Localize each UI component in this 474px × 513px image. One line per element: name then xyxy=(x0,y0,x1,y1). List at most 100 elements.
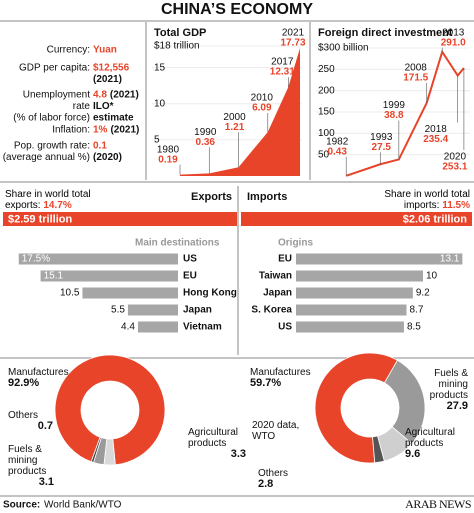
total: $2.06 trillion xyxy=(403,213,467,225)
value-label: 1.21 xyxy=(225,122,245,133)
value-label: 3.1 xyxy=(38,476,54,488)
bar xyxy=(296,304,407,316)
value-label: 4.4 xyxy=(121,322,135,333)
bar xyxy=(40,270,179,282)
value-label: 10.5 xyxy=(60,288,80,299)
category-label: Japan xyxy=(183,305,212,316)
y-tick-label: 50 xyxy=(318,149,330,160)
stat-note: ILO* xyxy=(93,101,114,112)
bar xyxy=(82,287,178,299)
source-label: Source: xyxy=(3,500,40,511)
stat-label: Unemployment xyxy=(23,90,90,101)
value-label: 15.1 xyxy=(44,271,64,282)
stat-value: 0.1 xyxy=(93,141,107,152)
share-value: 14.7% xyxy=(43,200,72,211)
value-label: 0.7 xyxy=(37,420,53,432)
donut-label: Others 2.8 xyxy=(258,468,303,490)
chart-title: Imports xyxy=(247,191,287,203)
year-label: 1999 xyxy=(383,100,406,111)
donut-label: Manufactures 59.7% xyxy=(250,367,330,389)
value-label: 0.36 xyxy=(196,137,216,148)
value-label: 235.4 xyxy=(423,134,448,145)
stat-value: Yuan xyxy=(93,45,117,56)
y-tick-label: 100 xyxy=(318,128,335,139)
value-label: 27.5 xyxy=(372,142,392,153)
category-label: Taiwan xyxy=(259,271,292,282)
stat-label: (average annual %) xyxy=(3,152,90,163)
subtitle: Main destinations xyxy=(135,238,220,249)
value-label: 8.7 xyxy=(409,305,423,316)
chart-title: Foreign direct investment xyxy=(318,27,453,39)
bar xyxy=(296,270,423,282)
subtitle: Origins xyxy=(278,238,313,249)
category-label: Hong Kong xyxy=(183,288,237,299)
category-label: Others xyxy=(8,410,39,421)
donut-slice xyxy=(314,352,398,464)
year-label: 1990 xyxy=(194,127,217,138)
value-label: 9.2 xyxy=(416,288,430,299)
value-label: 3.3 xyxy=(230,448,246,460)
year-label: 2000 xyxy=(223,112,246,123)
y-tick-label: $300 billion xyxy=(318,43,369,54)
category-label: Vietnam xyxy=(183,322,222,333)
y-tick-label: $18 trillion xyxy=(154,41,200,52)
value-label: 291.0 xyxy=(441,37,466,48)
donut-label: Agricultural products 3.3 xyxy=(188,427,246,460)
value-label: 5.5 xyxy=(111,305,125,316)
donut-label: Agricultural products 9.6 xyxy=(405,427,471,460)
stat-note: estimate xyxy=(93,113,134,124)
bar xyxy=(296,321,404,333)
value-label: 2.8 xyxy=(258,478,274,490)
category-label: Agricultural products xyxy=(405,427,456,449)
total-bar xyxy=(3,212,237,226)
stat-note: (2021) xyxy=(110,90,139,101)
donut-label: Fuels & mining products 27.9 xyxy=(408,368,468,412)
value-label: 17.73 xyxy=(280,38,305,49)
stat-note: (2021) xyxy=(110,125,139,136)
stat-label: GDP per capita: xyxy=(19,63,90,74)
y-tick-label: 200 xyxy=(318,85,335,96)
stat-value: $12,556 xyxy=(93,63,130,74)
stat-label: rate xyxy=(73,101,91,112)
category-label: Agricultural products xyxy=(188,427,239,449)
value-label: 12.31 xyxy=(270,67,295,78)
y-tick-label: 250 xyxy=(318,64,335,75)
year-label: 2021 xyxy=(282,28,305,39)
total-bar xyxy=(241,212,472,226)
donut-label: Others 0.7 xyxy=(8,410,53,432)
category-label: Fuels & mining products xyxy=(429,368,468,401)
gdp-area xyxy=(180,47,300,177)
stat-label: Currency: xyxy=(47,45,90,56)
main-title: CHINA’S ECONOMY xyxy=(161,1,313,18)
category-label: US xyxy=(183,254,197,265)
year-label: 2020 xyxy=(444,152,467,163)
category-label: S. Korea xyxy=(251,305,292,316)
year-label: 2013 xyxy=(442,27,465,38)
share: Share in world total imports: 11.5% xyxy=(370,189,470,211)
share-label: Share in world total exports: xyxy=(5,189,91,211)
bar xyxy=(127,304,178,316)
value-label: 92.9% xyxy=(8,377,40,389)
donut-slice xyxy=(54,354,166,466)
share-value: 11.5% xyxy=(442,200,470,211)
year-label: 2018 xyxy=(425,124,448,135)
value-label: 27.9 xyxy=(446,400,468,412)
share-label: Share in world total imports: xyxy=(384,189,470,211)
category-label: Fuels & mining products xyxy=(8,444,47,477)
bar xyxy=(18,253,178,265)
value-label: 9.6 xyxy=(405,448,421,460)
year-label: 2010 xyxy=(251,93,274,104)
stat-value: 4.8 xyxy=(93,90,107,101)
brand: ARAB NEWS xyxy=(405,497,471,511)
year-label: 2008 xyxy=(405,62,428,73)
total: $2.59 trillion xyxy=(8,213,72,225)
stat-label: (% of labor force) xyxy=(13,113,90,124)
y-tick-label: 5 xyxy=(154,135,160,146)
value-label: 0.19 xyxy=(158,154,178,165)
stat-label: Inflation: xyxy=(52,125,90,136)
value-label: 10 xyxy=(426,271,438,282)
bar xyxy=(137,321,178,333)
category-label: EU xyxy=(183,271,197,282)
value-label: 253.1 xyxy=(442,162,467,173)
